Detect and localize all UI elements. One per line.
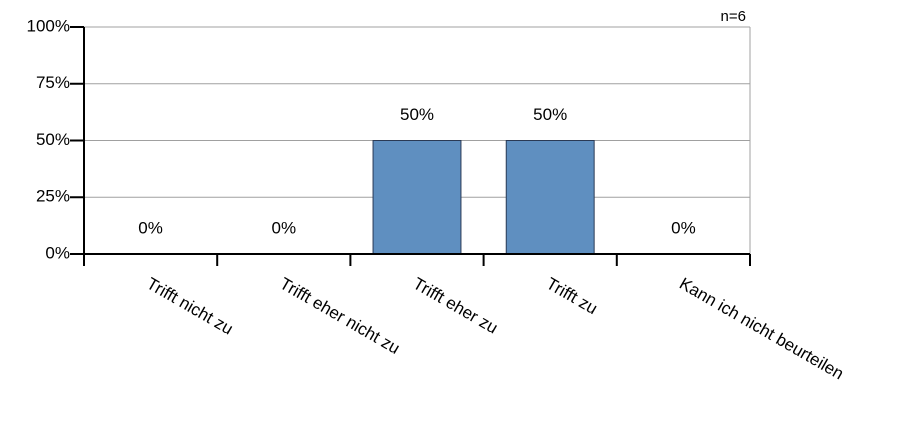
y-tick-label: 0% (45, 243, 70, 262)
bar (505, 140, 595, 255)
x-tick-label: Trifft eher zu (410, 274, 501, 338)
value-label: 0% (671, 218, 696, 237)
sample-size: n=6 (721, 8, 746, 25)
value-label: 50% (533, 105, 567, 124)
value-label: 0% (272, 218, 297, 237)
x-tick-label: Trifft eher nicht zu (277, 274, 404, 358)
value-label: 0% (138, 218, 163, 237)
x-tick-label: Kann ich nicht beurteilen (676, 274, 847, 384)
bar (372, 140, 462, 255)
y-tick-label: 100% (27, 16, 70, 35)
x-tick-label: Trifft zu (543, 274, 601, 318)
value-label: 50% (400, 105, 434, 124)
y-tick-label: 75% (36, 73, 70, 92)
y-tick-label: 50% (36, 130, 70, 149)
y-tick-label: 25% (36, 187, 70, 206)
x-tick-label: Trifft nicht zu (143, 274, 236, 339)
